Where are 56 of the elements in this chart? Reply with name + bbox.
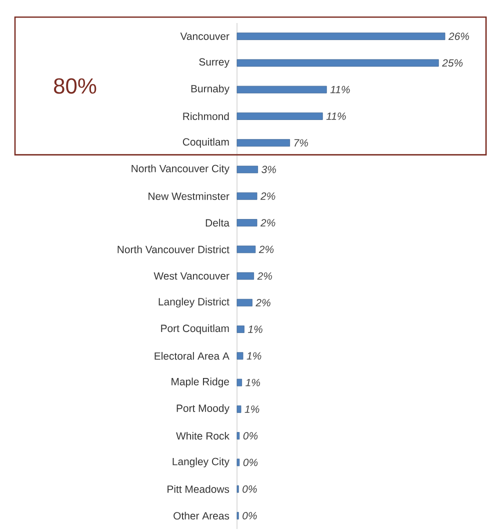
bar — [236, 432, 240, 440]
y-tick-label: Burnaby — [191, 84, 230, 94]
data-label: 25% — [442, 59, 463, 67]
y-tick-label: White Rock — [176, 432, 230, 440]
bar — [236, 246, 256, 254]
bar — [236, 139, 290, 147]
data-label: 3% — [262, 166, 276, 174]
data-label: 2% — [258, 246, 274, 254]
y-tick-label: Port Coquitlam — [161, 324, 229, 334]
y-tick-label: Pitt Meadows — [168, 485, 230, 493]
data-label: 2% — [260, 192, 276, 200]
bar — [236, 326, 244, 333]
bar — [236, 405, 242, 413]
data-label: 11% — [330, 86, 350, 94]
y-tick-label: Coquitlam — [182, 138, 229, 148]
bar — [236, 219, 258, 226]
y-tick-label: Langley District — [158, 298, 230, 308]
bar — [236, 166, 258, 174]
data-label: 0% — [243, 432, 258, 440]
text: 80% — [54, 78, 96, 94]
y-tick-label: Surrey — [199, 58, 230, 68]
bar — [236, 272, 254, 280]
bar — [236, 352, 244, 360]
data-label: 1% — [244, 406, 260, 413]
y-tick-label: Other Areas — [174, 512, 230, 520]
y-tick-label: New Westminster — [148, 192, 230, 200]
y-tick-label: Delta — [206, 218, 230, 227]
data-label: 0% — [242, 512, 257, 520]
data-label: 2% — [257, 272, 272, 280]
y-tick-label: Richmond — [183, 112, 229, 120]
bar — [236, 112, 323, 120]
y-tick-label: West Vancouver — [154, 272, 230, 280]
y-tick-label: North Vancouver District — [118, 246, 230, 254]
bar — [236, 378, 242, 386]
data-label: 0% — [243, 458, 258, 466]
y-tick-label: Maple Ridge — [172, 378, 229, 388]
data-label: 1% — [246, 352, 262, 360]
data-label: 2% — [260, 219, 276, 226]
data-label: 11% — [326, 112, 346, 120]
data-label: 7% — [294, 139, 308, 147]
bar — [236, 298, 252, 306]
y-tick-label: Vancouver — [180, 32, 230, 40]
data-label: 26% — [448, 32, 469, 40]
y-tick-label: Electoral Area A — [154, 352, 230, 360]
bar — [236, 59, 439, 67]
data-label: 0% — [242, 485, 257, 493]
bar — [236, 192, 258, 200]
bar — [236, 86, 327, 94]
y-tick-label: Langley City — [172, 458, 230, 468]
data-label: 1% — [246, 378, 260, 386]
bar — [236, 458, 240, 466]
bar — [236, 32, 446, 40]
data-label: 1% — [248, 326, 262, 333]
data-label: 2% — [256, 298, 270, 306]
y-tick-label: North Vancouver City — [132, 164, 230, 174]
y-tick-label: Port Moody — [176, 404, 230, 414]
